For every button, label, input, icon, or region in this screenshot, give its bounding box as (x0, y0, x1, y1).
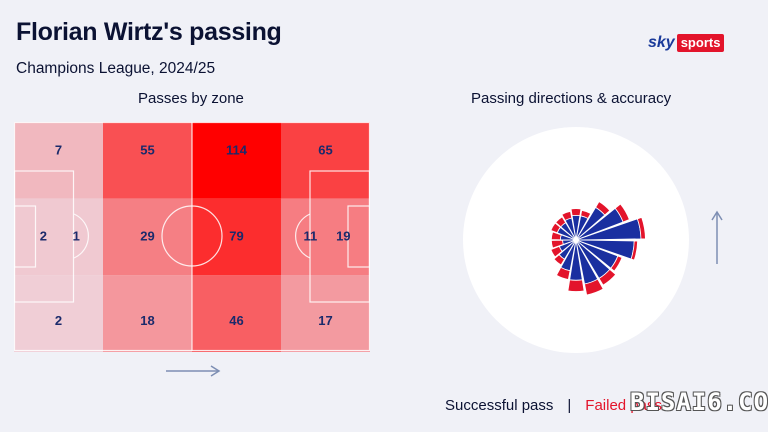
failed-pass-wedge (567, 279, 585, 292)
zone-label: 65 (318, 143, 332, 158)
watermark: BISAI6.COM (630, 388, 768, 416)
zone-label: 2 (55, 313, 62, 328)
failed-pass-wedge (584, 278, 604, 296)
failed-pass-wedge (598, 268, 617, 286)
failed-pass-wedge (555, 266, 571, 281)
zone-cell (281, 198, 370, 276)
failed-pass-wedge (595, 201, 611, 216)
zone-cell (103, 122, 192, 199)
failed-pass-wedge (555, 216, 567, 228)
zone-cell (192, 275, 281, 352)
zone-label: 29 (140, 228, 154, 243)
zone-label: 46 (229, 313, 243, 328)
failed-pass-wedge (614, 203, 630, 223)
zone-label: 7 (55, 143, 62, 158)
failed-pass-wedge (550, 231, 562, 241)
failed-pass-wedge (630, 240, 638, 261)
zone-label: 1 (73, 228, 80, 243)
failed-pass-wedge (553, 254, 566, 266)
failed-pass-wedge (580, 209, 592, 219)
legend-failed: Failed pass (585, 397, 663, 414)
zone-label: 55 (140, 143, 154, 158)
chart-subtitle: Champions League, 2024/25 (16, 60, 216, 77)
zone-label: 11 (303, 228, 317, 243)
failed-pass-wedge (636, 216, 646, 240)
zones-heading: Passes by zone (138, 90, 244, 107)
legend-separator: | (567, 397, 572, 414)
failed-pass-wedge (550, 222, 561, 234)
zone-cell (14, 275, 103, 352)
zone-cell (14, 198, 103, 276)
passing-directions-rose (463, 127, 689, 353)
pitch-heatmap: 7 55 114 65 2 1 29 79 11 19 2 18 46 17 (14, 122, 370, 352)
logo-sky-text: sky (648, 34, 675, 51)
zone-cell (14, 122, 103, 199)
directions-heading: Passing directions & accuracy (471, 90, 672, 107)
failed-pass-wedge (550, 239, 564, 249)
sky-sports-logo: sky sports (648, 34, 725, 52)
arrow-up-icon (711, 210, 723, 264)
arrow-right-icon (166, 365, 221, 377)
zone-label: 18 (140, 313, 154, 328)
failed-pass-wedge (561, 210, 573, 221)
zone-label: 114 (226, 143, 248, 158)
zone-cell (192, 122, 281, 199)
zone-cell (281, 122, 370, 199)
legend-successful: Successful pass (445, 397, 554, 414)
zone-label: 2 (40, 228, 47, 243)
zone-label: 19 (336, 228, 350, 243)
zone-cell (103, 275, 192, 352)
zone-label: 79 (229, 228, 243, 243)
zone-cell (281, 275, 370, 352)
logo-sports-text: sports (676, 34, 725, 52)
failed-pass-wedge (610, 255, 623, 272)
legend: Successful pass | Failed pass (445, 397, 662, 414)
failed-pass-wedge (570, 208, 582, 217)
failed-pass-wedge (550, 245, 563, 258)
chart-title: Florian Wirtz's passing (16, 18, 282, 46)
zone-label: 17 (318, 313, 332, 328)
